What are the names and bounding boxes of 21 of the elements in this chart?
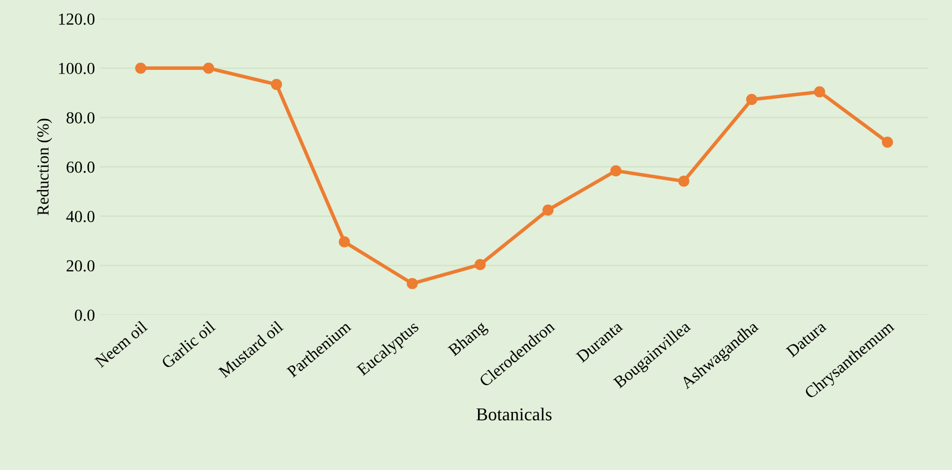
y-tick-label: 40.0 bbox=[66, 210, 94, 222]
x-axis-title: Botanicals bbox=[476, 408, 552, 420]
y-axis-title: Reduction (%) bbox=[36, 118, 52, 216]
point bbox=[474, 259, 486, 270]
point bbox=[542, 204, 554, 216]
y-tick-label: 100.0 bbox=[59, 62, 94, 74]
y-tick-label: 80.0 bbox=[66, 112, 94, 124]
point bbox=[338, 236, 350, 248]
point bbox=[678, 176, 690, 187]
point bbox=[882, 136, 894, 148]
point bbox=[203, 62, 214, 74]
point bbox=[610, 165, 622, 176]
y-tick-label: 60.0 bbox=[66, 162, 94, 173]
point bbox=[270, 78, 282, 90]
y-tick-label: 0.0 bbox=[74, 310, 94, 321]
point bbox=[814, 86, 826, 98]
y-tick-label: 120.0 bbox=[59, 14, 94, 25]
point bbox=[135, 62, 146, 74]
point bbox=[406, 278, 418, 290]
point bbox=[746, 94, 758, 106]
y-tick-label: 20.0 bbox=[66, 260, 94, 272]
